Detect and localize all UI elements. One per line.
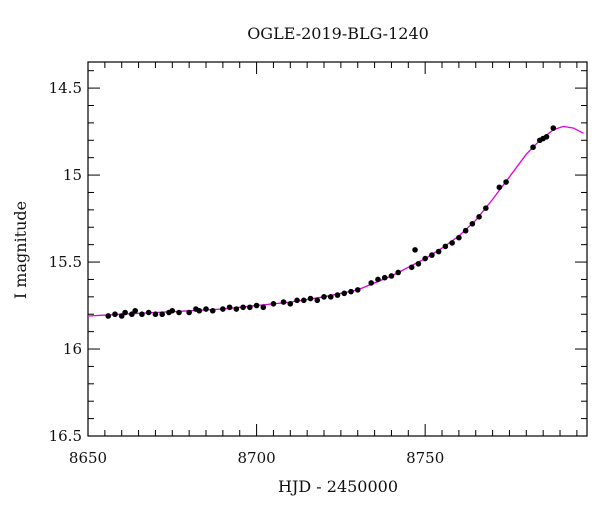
data-point [456,234,462,241]
data-point [280,299,287,305]
data-point [307,295,314,302]
data-point [395,269,401,276]
plot-frame [87,61,588,437]
data-point [503,179,509,185]
data-point [129,311,135,318]
x-tick-label: 8750 [406,449,444,467]
axis-ticks [87,62,587,437]
data-point [240,304,246,311]
data-point [112,311,118,318]
y-tick-label: 16 [63,340,82,358]
data-point [341,290,348,297]
data-point [294,297,300,304]
data-point [375,276,381,283]
x-tick-label: 8700 [237,449,275,467]
tick-labels: 8650 8700 8750 14.5 15 15.5 16 16.5 [49,79,445,467]
data-point [122,309,128,316]
y-tick-label: 16.5 [49,427,82,445]
data-point [327,294,334,300]
data-point [550,125,557,131]
y-axis-label: I magnitude [11,201,30,299]
data-point [388,273,395,279]
y-tick-label: 15.5 [49,253,82,271]
chart-title: OGLE-2019-BLG-1240 [247,24,429,43]
data-point [300,297,307,304]
data-point [462,227,469,234]
data-point [203,306,209,312]
data-point [422,255,428,262]
data-point [321,294,327,300]
data-point [442,243,449,250]
data-point [152,311,159,318]
data-point [543,134,550,140]
data-point [186,309,192,316]
data-point [159,311,165,318]
data-point [247,304,253,311]
model-curve [87,125,584,317]
data-point [169,307,176,314]
data-point [209,307,216,314]
data-point [260,304,267,311]
x-axis-label: HJD - 2450000 [278,477,398,496]
data-point [226,304,233,311]
data-point [139,311,145,318]
x-tick-label: 8650 [69,449,107,467]
data-point [132,307,139,314]
data-point [449,240,455,246]
data-point [476,214,482,220]
data-point [348,288,354,295]
data-point [412,247,418,253]
data-point [253,302,260,309]
data-point [145,309,152,316]
data-point [270,300,277,307]
plot-area [87,125,584,319]
data-point [196,307,203,314]
data-point [354,287,361,293]
data-point [314,297,321,304]
data-point [435,248,442,255]
data-point [287,300,294,307]
data-point [334,292,341,298]
y-tick-label: 14.5 [49,79,82,97]
data-point [429,252,435,258]
data-point [176,309,182,316]
data-point [496,184,503,191]
data-point [530,144,536,151]
data-point [408,264,415,271]
data-point [118,313,125,319]
data-point [220,306,226,312]
data-point [368,280,375,286]
data-point [233,306,240,312]
y-tick-label: 15 [63,166,82,184]
data-point [483,205,489,211]
data-point [469,220,476,227]
data-point [381,274,388,281]
data-point [105,313,112,319]
data-point [415,260,422,267]
